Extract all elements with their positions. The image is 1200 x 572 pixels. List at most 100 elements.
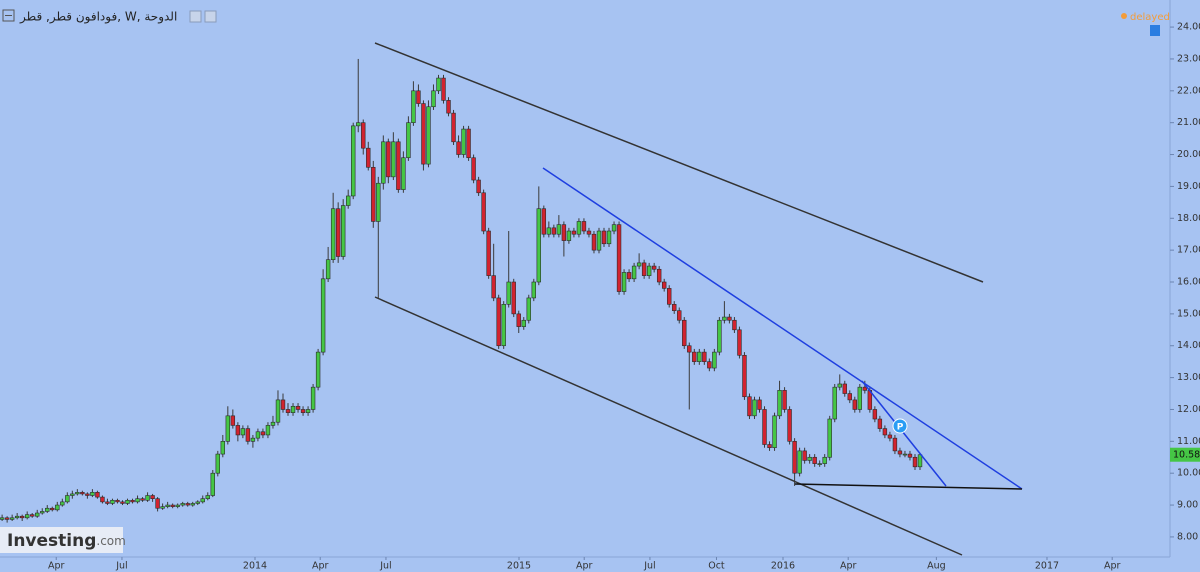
candle-body [782,390,787,410]
candle-body [426,106,431,165]
candle-body [441,77,446,101]
candle-body [391,141,396,178]
candle-body [335,208,341,257]
candle-body [140,498,145,501]
candle-body [260,431,266,436]
marker-label: P [897,423,904,433]
candle-body [682,319,687,347]
candle-body [787,409,792,442]
trend-line [861,380,947,487]
candle-body [220,441,226,455]
y-tick-label: 13.00 [1177,372,1200,383]
candle-body [747,396,752,417]
candle-body [461,128,466,155]
collapse-button[interactable] [2,9,15,22]
x-tick-label: 2016 [771,561,795,572]
candle-body [847,393,852,401]
candle-body [431,90,436,108]
candle-body [210,472,215,496]
candle-body [702,351,707,362]
candle-body [581,221,587,232]
candle-body [275,399,281,423]
candle-body [656,268,662,283]
candle-body [300,409,306,413]
candle-body [421,103,426,165]
candle-body [857,386,863,410]
candle-body [330,208,336,260]
candle-body [912,456,918,468]
candle-body [396,141,401,190]
marker[interactable] [892,418,908,434]
candle-body [356,122,361,127]
candle-body [531,281,536,299]
logo-box [0,527,123,553]
candle-body [892,437,898,452]
x-tick-label: Oct [708,561,725,572]
candle-body [75,492,80,495]
scroll-button[interactable] [1150,25,1160,36]
candle-body [120,501,125,504]
candle-body [446,100,451,114]
y-tick-label: 16.00 [1177,277,1200,288]
candle-body [265,425,271,436]
candle-body [486,230,491,276]
candle-body [165,504,170,507]
x-tick-label: Apr [312,561,329,572]
candle-body [346,195,351,206]
candle-body [476,179,481,194]
candle-body [150,495,155,499]
candle-body [180,503,185,506]
candle-body [616,224,622,292]
y-tick-label: 17.00 [1177,245,1200,256]
candle-body [561,224,567,241]
candle-body [646,265,652,276]
candle-body [842,383,847,394]
candle-body [340,205,346,257]
candle-body [24,514,30,519]
candle-body [115,499,120,503]
candle-body [416,90,421,104]
candle-body [95,492,100,498]
candle-body [631,265,637,280]
candle-body [250,437,256,442]
y-tick-label: 20.00 [1177,149,1200,160]
candle-body [586,230,592,235]
candle-body [752,399,757,417]
status-dot [1121,13,1127,19]
candle-body [812,456,817,464]
trend-line [542,167,1023,490]
candle-body [225,415,231,442]
candle-body [110,499,115,504]
candle-body [722,316,727,321]
candle-body [305,409,311,413]
candle-body [636,262,642,267]
y-tick-label: 11.00 [1177,436,1200,447]
status: delayed [1130,12,1170,23]
candle-body [712,351,717,369]
settings-button[interactable] [189,10,202,23]
candle-body [456,141,461,155]
candle-body [310,386,316,410]
y-tick-label: 24.00 [1177,22,1200,33]
candle-body [381,141,386,184]
candle-body [245,428,251,442]
x-tick-label: Jul [643,561,655,572]
logo: Investing.com [7,531,126,551]
candle-body [0,517,5,520]
candle-body [200,498,205,503]
candle-body [451,112,456,143]
candle-body [325,259,331,280]
trend-line [794,483,1023,490]
y-tick-label: 19.00 [1177,181,1200,192]
x-tick-label: 2014 [243,561,267,572]
candle-body [717,319,722,353]
candle-body [827,418,832,458]
candle-body [65,495,70,503]
x-tick-label: Jul [379,561,391,572]
candle-body [240,428,246,436]
candle-body [80,492,85,495]
candle-body [40,511,45,514]
close-button[interactable] [204,10,217,23]
candle-body [496,297,501,347]
